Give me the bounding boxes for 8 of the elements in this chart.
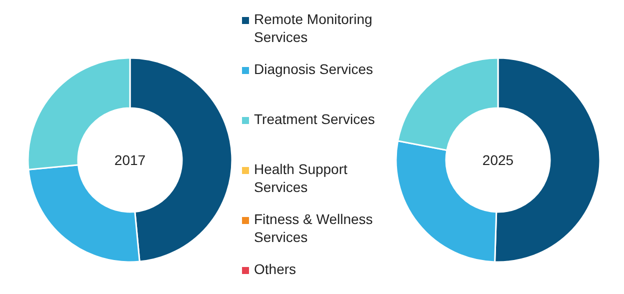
legend-label: Remote Monitoring Services [254, 11, 372, 45]
legend-label: Health Support Services [254, 161, 348, 195]
text: 2017 [114, 152, 146, 168]
legend-label: Others [254, 261, 296, 277]
text: 2025 [482, 152, 514, 168]
legend-label: Diagnosis Services [254, 61, 374, 77]
legend-label: Treatment Services [254, 111, 375, 127]
legend-label: Fitness & Wellness Services [254, 211, 373, 245]
